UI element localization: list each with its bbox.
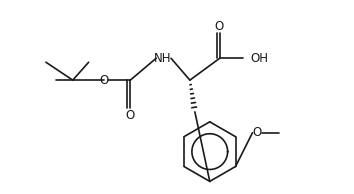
Text: OH: OH	[251, 52, 268, 65]
Text: NH: NH	[154, 52, 172, 65]
Text: O: O	[253, 126, 262, 139]
Text: O: O	[126, 109, 135, 122]
Text: O: O	[214, 20, 223, 33]
Text: O: O	[99, 74, 108, 87]
